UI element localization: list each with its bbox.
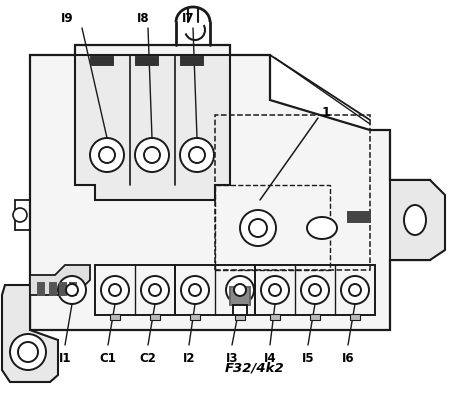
Bar bbox=[70, 283, 76, 295]
Bar bbox=[60, 283, 66, 295]
Circle shape bbox=[300, 276, 328, 304]
Bar bbox=[309, 314, 319, 320]
Bar bbox=[38, 283, 44, 295]
Circle shape bbox=[240, 210, 275, 246]
Bar bbox=[95, 265, 174, 315]
Bar bbox=[214, 115, 369, 270]
Text: I5: I5 bbox=[301, 351, 313, 364]
Circle shape bbox=[340, 276, 368, 304]
Circle shape bbox=[189, 147, 205, 163]
Polygon shape bbox=[389, 180, 444, 260]
Circle shape bbox=[109, 284, 121, 296]
Circle shape bbox=[90, 138, 124, 172]
Circle shape bbox=[101, 276, 129, 304]
Bar bbox=[347, 212, 369, 222]
Circle shape bbox=[269, 284, 280, 296]
Text: 1: 1 bbox=[321, 106, 330, 119]
Circle shape bbox=[348, 284, 360, 296]
Circle shape bbox=[99, 147, 115, 163]
Circle shape bbox=[141, 276, 168, 304]
Text: I3: I3 bbox=[225, 351, 238, 364]
Bar bbox=[50, 283, 56, 295]
Text: I4: I4 bbox=[263, 351, 276, 364]
Bar bbox=[230, 287, 249, 305]
Text: I7: I7 bbox=[181, 12, 194, 25]
Circle shape bbox=[225, 276, 253, 304]
Circle shape bbox=[134, 138, 168, 172]
Circle shape bbox=[189, 284, 201, 296]
Circle shape bbox=[248, 219, 266, 237]
Ellipse shape bbox=[306, 217, 336, 239]
Bar bbox=[269, 314, 280, 320]
Bar bbox=[136, 57, 157, 65]
Text: I6: I6 bbox=[341, 351, 353, 364]
Circle shape bbox=[13, 208, 27, 222]
Circle shape bbox=[308, 284, 320, 296]
Text: I9: I9 bbox=[61, 12, 73, 25]
Bar bbox=[214, 185, 329, 270]
Bar bbox=[174, 265, 254, 315]
Text: C1: C1 bbox=[99, 351, 116, 364]
Circle shape bbox=[234, 284, 246, 296]
Polygon shape bbox=[30, 45, 429, 330]
Circle shape bbox=[66, 284, 78, 296]
Ellipse shape bbox=[403, 205, 425, 235]
Text: I1: I1 bbox=[59, 351, 71, 364]
Bar bbox=[190, 314, 200, 320]
Bar bbox=[233, 305, 246, 315]
Circle shape bbox=[149, 284, 161, 296]
Text: C2: C2 bbox=[139, 351, 156, 364]
Bar bbox=[349, 314, 359, 320]
Circle shape bbox=[180, 276, 208, 304]
Polygon shape bbox=[75, 55, 230, 200]
Bar bbox=[180, 57, 202, 65]
Bar bbox=[150, 314, 160, 320]
Bar bbox=[110, 314, 120, 320]
Bar bbox=[254, 265, 374, 315]
Bar bbox=[91, 57, 113, 65]
Polygon shape bbox=[2, 285, 58, 382]
Circle shape bbox=[18, 342, 38, 362]
Bar bbox=[235, 314, 245, 320]
Text: I8: I8 bbox=[136, 12, 149, 25]
Text: I2: I2 bbox=[182, 351, 195, 364]
Circle shape bbox=[144, 147, 160, 163]
Circle shape bbox=[260, 276, 288, 304]
Polygon shape bbox=[30, 265, 90, 295]
Circle shape bbox=[179, 138, 213, 172]
Circle shape bbox=[10, 334, 46, 370]
Text: F32/4k2: F32/4k2 bbox=[224, 362, 284, 374]
Circle shape bbox=[58, 276, 86, 304]
